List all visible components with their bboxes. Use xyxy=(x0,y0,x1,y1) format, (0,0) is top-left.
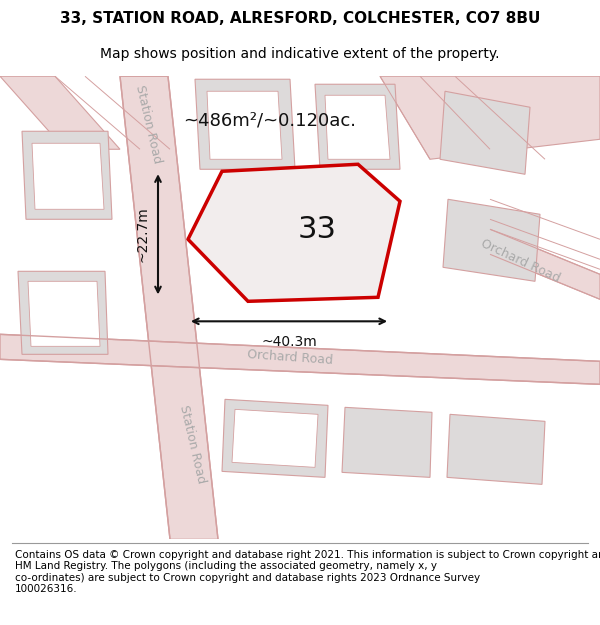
Polygon shape xyxy=(32,143,104,209)
Polygon shape xyxy=(325,95,390,159)
Polygon shape xyxy=(490,229,600,299)
Text: Contains OS data © Crown copyright and database right 2021. This information is : Contains OS data © Crown copyright and d… xyxy=(15,549,600,594)
Text: Station Road: Station Road xyxy=(176,404,208,485)
Text: Station Road: Station Road xyxy=(133,84,163,165)
Polygon shape xyxy=(120,76,218,539)
Polygon shape xyxy=(18,271,108,354)
Text: 33, STATION ROAD, ALRESFORD, COLCHESTER, CO7 8BU: 33, STATION ROAD, ALRESFORD, COLCHESTER,… xyxy=(60,11,540,26)
Polygon shape xyxy=(232,409,318,468)
Polygon shape xyxy=(440,91,530,174)
Polygon shape xyxy=(188,164,400,301)
Polygon shape xyxy=(380,76,600,159)
Polygon shape xyxy=(315,84,400,169)
Polygon shape xyxy=(22,131,112,219)
Polygon shape xyxy=(28,281,100,346)
Text: ~486m²/~0.120ac.: ~486m²/~0.120ac. xyxy=(184,111,356,129)
Polygon shape xyxy=(207,91,282,159)
Polygon shape xyxy=(447,414,545,484)
Text: Orchard Road: Orchard Road xyxy=(247,348,333,367)
Polygon shape xyxy=(443,199,540,281)
Polygon shape xyxy=(342,408,432,478)
Polygon shape xyxy=(195,79,295,169)
Text: ~40.3m: ~40.3m xyxy=(261,336,317,349)
Text: Orchard Road: Orchard Road xyxy=(478,238,562,286)
Polygon shape xyxy=(0,334,600,384)
Text: 33: 33 xyxy=(298,214,337,244)
Text: ~22.7m: ~22.7m xyxy=(135,206,149,262)
Text: Map shows position and indicative extent of the property.: Map shows position and indicative extent… xyxy=(100,48,500,61)
Polygon shape xyxy=(0,76,120,149)
Polygon shape xyxy=(222,399,328,478)
